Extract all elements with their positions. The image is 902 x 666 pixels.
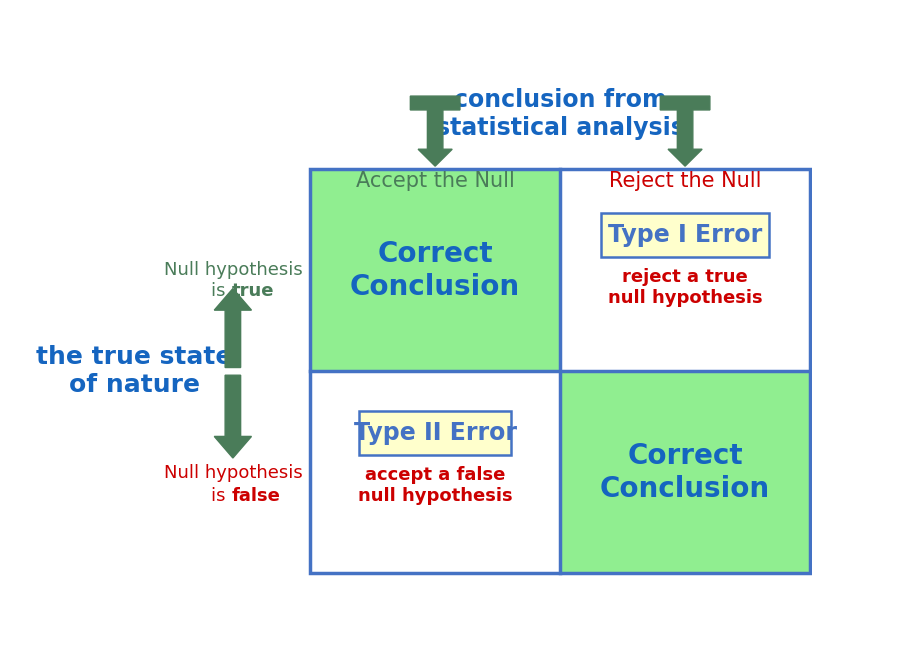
Bar xyxy=(560,372,810,573)
Text: Reject the Null: Reject the Null xyxy=(609,170,761,190)
Text: is: is xyxy=(211,488,231,505)
Text: true: true xyxy=(231,282,274,300)
FancyBboxPatch shape xyxy=(602,212,769,257)
Bar xyxy=(310,169,810,573)
Text: Type I Error: Type I Error xyxy=(608,223,762,247)
Polygon shape xyxy=(215,375,252,458)
Text: the true state
of nature: the true state of nature xyxy=(36,346,233,397)
Text: is: is xyxy=(211,282,231,300)
FancyBboxPatch shape xyxy=(359,411,511,456)
Text: Accept the Null: Accept the Null xyxy=(355,170,514,190)
Polygon shape xyxy=(215,288,252,368)
Text: accept a false
null hypothesis: accept a false null hypothesis xyxy=(358,466,512,505)
Bar xyxy=(310,169,560,372)
Polygon shape xyxy=(410,96,460,166)
Text: Correct
Conclusion: Correct Conclusion xyxy=(350,240,520,300)
Bar xyxy=(560,169,810,372)
Text: Correct
Conclusion: Correct Conclusion xyxy=(600,442,770,503)
Text: false: false xyxy=(231,488,281,505)
Text: Null hypothesis: Null hypothesis xyxy=(163,261,302,279)
Polygon shape xyxy=(660,96,710,166)
Text: Null hypothesis: Null hypothesis xyxy=(163,464,302,482)
Text: Type II Error: Type II Error xyxy=(354,421,517,445)
Text: reject a true
null hypothesis: reject a true null hypothesis xyxy=(608,268,762,306)
Text: conclusion from
statistical analysis: conclusion from statistical analysis xyxy=(436,89,685,140)
Bar xyxy=(310,372,560,573)
